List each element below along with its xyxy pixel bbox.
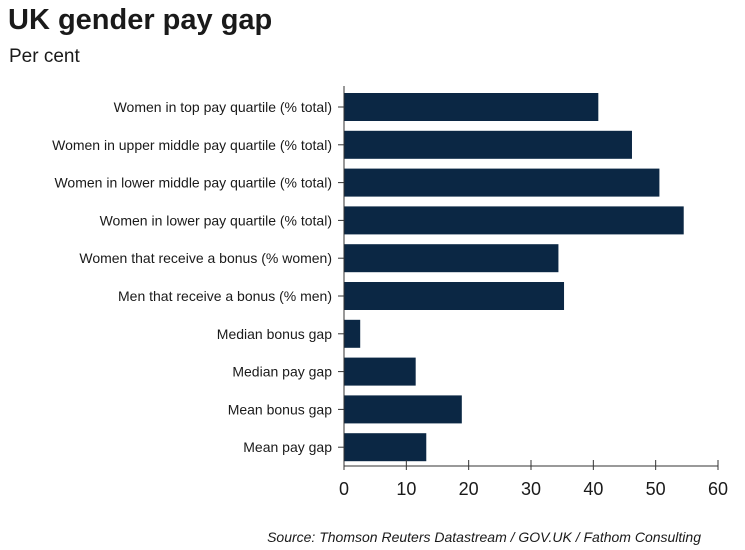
- bar-3: [344, 206, 684, 235]
- bar-6: [344, 319, 361, 348]
- bars-group: [344, 93, 684, 462]
- chart-source: Source: Thomson Reuters Datastream / GOV…: [267, 529, 701, 545]
- bar-5: [344, 282, 565, 310]
- category-label-7: Median pay gap: [232, 364, 332, 380]
- x-tick-label-1: 10: [396, 479, 416, 499]
- category-labels-group: Women in top pay quartile (% total) Women…: [52, 99, 332, 455]
- chart-subtitle: Per cent: [9, 46, 80, 67]
- bar-7: [344, 357, 416, 386]
- category-label-4: Women that receive a bonus (% women): [79, 250, 332, 266]
- chart-title: UK gender pay gap: [8, 4, 273, 36]
- category-label-2: Women in lower middle pay quartile (% to…: [54, 175, 332, 191]
- category-label-8: Mean bonus gap: [228, 401, 333, 417]
- category-label-3: Women in lower pay quartile (% total): [100, 212, 332, 228]
- bar-9: [344, 433, 427, 462]
- category-label-1: Women in upper middle pay quartile (% to…: [52, 137, 332, 153]
- x-tick-label-6: 60: [708, 479, 728, 499]
- bar-4: [344, 244, 559, 273]
- x-tick-label-5: 50: [646, 479, 666, 499]
- category-label-5: Men that receive a bonus (% men): [118, 288, 332, 304]
- bar-1: [344, 130, 632, 159]
- axes-group: [338, 86, 719, 470]
- bar-8: [344, 395, 462, 424]
- x-tick-label-2: 20: [459, 479, 479, 499]
- category-label-9: Mean pay gap: [243, 439, 332, 455]
- x-tick-label-4: 40: [583, 479, 603, 499]
- tick-labels-group: 0 10 20 30 40 50 60: [339, 479, 728, 499]
- category-label-0: Women in top pay quartile (% total): [114, 99, 332, 115]
- bar-2: [344, 168, 660, 197]
- x-tick-label-3: 30: [521, 479, 541, 499]
- bar-0: [344, 93, 599, 121]
- x-tick-label-0: 0: [339, 479, 349, 499]
- category-label-6: Median bonus gap: [217, 326, 332, 342]
